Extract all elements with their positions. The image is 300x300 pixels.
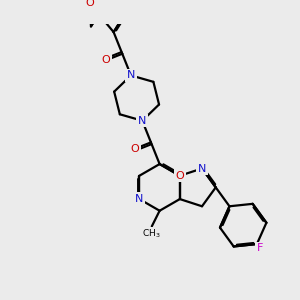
Text: F: F [257,244,263,254]
Text: N: N [135,194,144,204]
Text: N: N [198,164,206,173]
Text: O: O [176,171,184,181]
Text: N: N [138,116,146,126]
Text: O: O [130,144,139,154]
Text: N: N [127,70,135,80]
Text: CH$_3$: CH$_3$ [142,228,161,240]
Text: O: O [85,0,94,8]
Text: O: O [102,55,110,65]
